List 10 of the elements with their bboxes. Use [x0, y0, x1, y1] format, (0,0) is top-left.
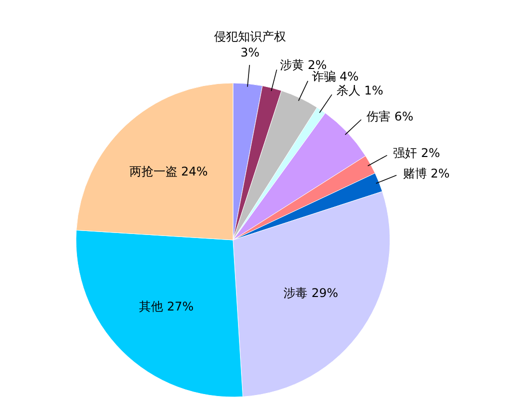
slice-label: 涉毒 29% [284, 286, 338, 300]
slice-label: 伤害 6% [366, 109, 414, 124]
slice-label: 两抢一盗 24% [129, 164, 208, 178]
slice-label: 诈骗 4% [312, 70, 359, 84]
slice-label: 强奸 2% [393, 146, 440, 160]
slice-label: 侵犯知识产权 [214, 29, 286, 44]
data-label: 3% [240, 45, 260, 60]
slice-label: 赌博 2% [402, 166, 450, 181]
slice-label: 其他 27% [139, 300, 194, 314]
slice-label: 杀人 1% [336, 84, 384, 98]
